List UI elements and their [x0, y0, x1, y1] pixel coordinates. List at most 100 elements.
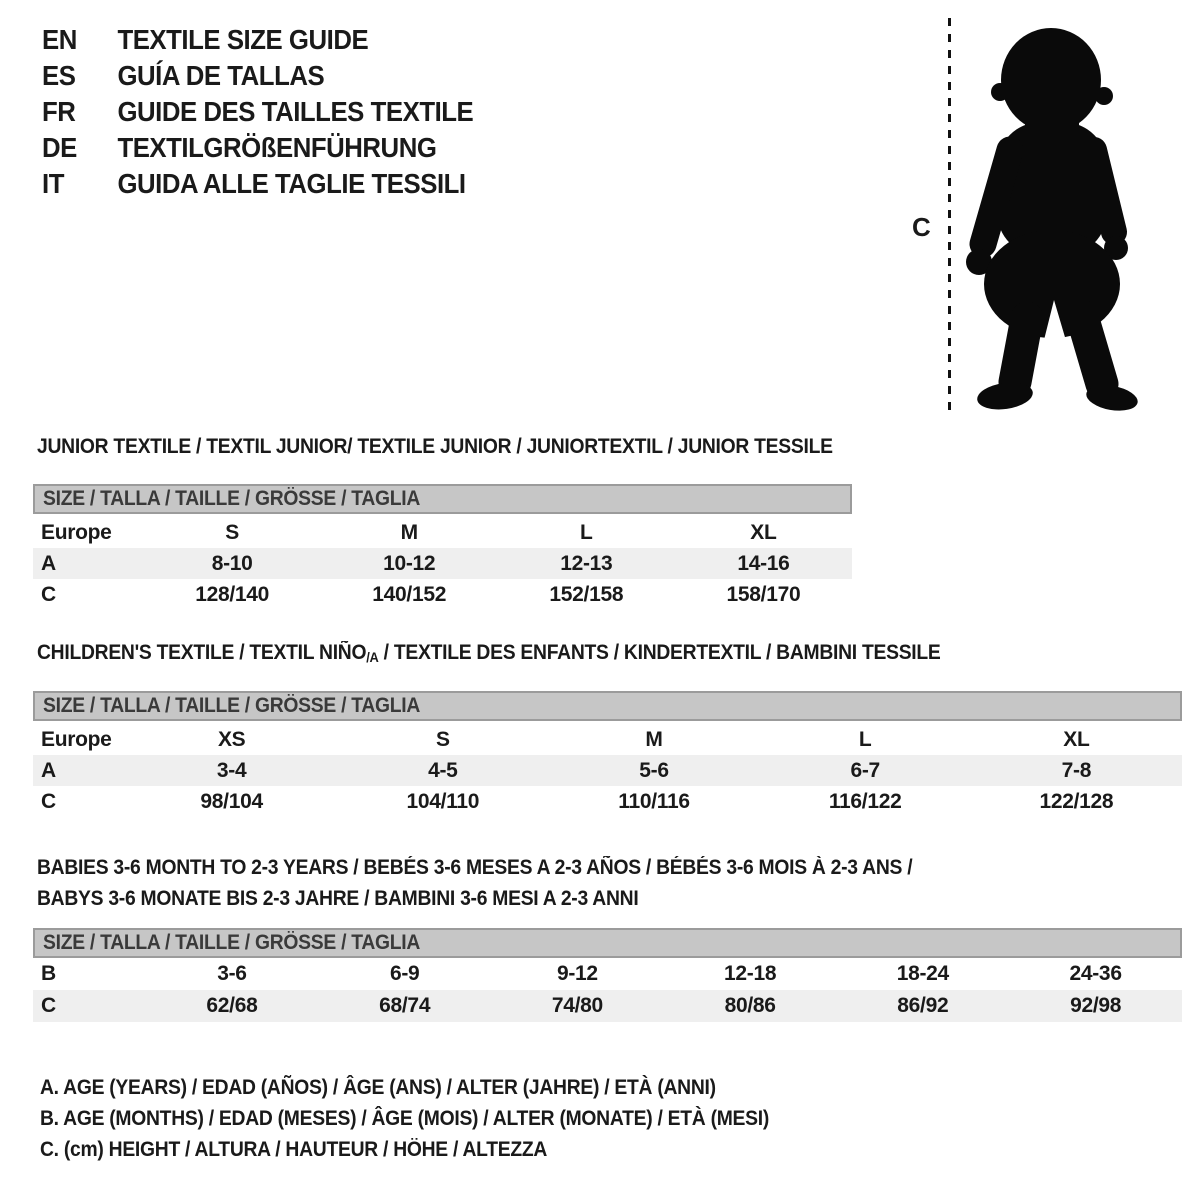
cell: 6-9	[389, 962, 420, 985]
height-dashed-line	[948, 18, 951, 414]
children-section: CHILDREN'S TEXTILE / TEXTIL NIÑO/A / TEX…	[33, 642, 1182, 817]
cell: 9-12	[556, 962, 598, 985]
cell: 14-16	[737, 551, 790, 575]
cell: 10-12	[383, 551, 436, 575]
header-cell: Europe	[41, 520, 112, 544]
language-list: EN TEXTILE SIZE GUIDE ES GUÍA DE TALLAS …	[42, 22, 474, 202]
cell: 158/170	[726, 582, 801, 606]
cell: 104/110	[406, 789, 480, 813]
language-row: EN TEXTILE SIZE GUIDE	[42, 22, 473, 58]
row-label: C	[41, 582, 56, 606]
cell: 128/140	[195, 582, 270, 606]
row-label: C	[41, 994, 56, 1017]
language-label: TEXTILGRÖßENFÜHRUNG	[117, 132, 437, 163]
language-label: GUÍA DE TALLAS	[117, 60, 325, 91]
cell: 6-7	[850, 758, 880, 782]
header-cell: L	[858, 727, 872, 751]
cell: 92/98	[1070, 994, 1122, 1017]
cell: 152/158	[549, 582, 624, 606]
cell: 12-18	[724, 962, 777, 985]
legend-line-c: C. (cm) HEIGHT / ALTURA / HAUTEUR / HÖHE…	[40, 1134, 832, 1165]
children-title-rest: / TEXTILE DES ENFANTS / KINDERTEXTIL / B…	[378, 641, 941, 664]
header-cell: M	[645, 727, 663, 751]
legend-line-a-text: A. AGE (YEARS) / EDAD (AÑOS) / ÂGE (ANS)…	[40, 1076, 716, 1099]
language-code: ES	[42, 60, 76, 91]
cell: 110/116	[618, 789, 690, 813]
measure-c-label: C	[912, 212, 931, 242]
language-label: GUIDE DES TAILLES TEXTILE	[117, 96, 474, 127]
cell: 3-6	[217, 962, 247, 985]
cell: 74/80	[551, 994, 603, 1017]
babies-title-line1: BABIES 3-6 MONTH TO 2-3 YEARS / BEBÉS 3-…	[33, 852, 1182, 883]
cell: 140/152	[372, 582, 447, 606]
babies-title-line1-text: BABIES 3-6 MONTH TO 2-3 YEARS / BEBÉS 3-…	[37, 856, 913, 879]
cell: 12-13	[560, 551, 613, 575]
row-label: A	[41, 758, 56, 782]
cell: 4-5	[428, 758, 458, 782]
language-row: FR GUIDE DES TAILLES TEXTILE	[42, 94, 474, 130]
junior-row-c: C 128/140 140/152 152/158 158/170	[33, 579, 852, 610]
cell: 8-10	[211, 551, 253, 575]
junior-header-row: Europe S M L XL	[33, 517, 852, 548]
language-row: ES GUÍA DE TALLAS	[42, 58, 473, 94]
language-code: DE	[42, 132, 77, 163]
row-label: A	[41, 551, 56, 575]
language-label: TEXTILE SIZE GUIDE	[117, 24, 369, 55]
legend-line-b: B. AGE (MONTHS) / EDAD (MESES) / ÂGE (MO…	[40, 1103, 832, 1134]
legend-line-b-text: B. AGE (MONTHS) / EDAD (MESES) / ÂGE (MO…	[40, 1107, 770, 1130]
children-row-c: C 98/104 104/110 110/116 116/122 122/128	[33, 786, 1182, 817]
junior-title: JUNIOR TEXTILE / TEXTIL JUNIOR/ TEXTILE …	[33, 436, 852, 458]
children-title: CHILDREN'S TEXTILE / TEXTIL NIÑO/A / TEX…	[33, 641, 1182, 666]
babies-size-bar-text: SIZE / TALLA / TAILLE / GRÖSSE / TAGLIA	[43, 931, 421, 954]
babies-size-bar: SIZE / TALLA / TAILLE / GRÖSSE / TAGLIA	[33, 928, 1182, 958]
cell: 80/86	[724, 994, 776, 1017]
toddler-silhouette-icon	[966, 28, 1138, 411]
cell: 122/128	[1039, 789, 1114, 813]
cell: 98/104	[200, 789, 263, 813]
header-cell: S	[435, 727, 450, 751]
children-size-bar-text: SIZE / TALLA / TAILLE / GRÖSSE / TAGLIA	[43, 694, 421, 717]
header-cell: S	[225, 520, 239, 544]
language-label: GUIDA ALLE TAGLIE TESSILI	[117, 168, 466, 199]
header-cell: L	[580, 520, 593, 544]
children-title-text: CHILDREN'S TEXTILE / TEXTIL NIÑO/A / TEX…	[37, 641, 941, 666]
junior-table: Europe S M L XL A 8-10 10-12 12-13 14-16…	[33, 517, 852, 610]
header-cell: XL	[750, 520, 777, 544]
cell: 3-4	[216, 758, 247, 782]
babies-title-line2-text: BABYS 3-6 MONATE BIS 2-3 JAHRE / BAMBINI…	[37, 887, 639, 910]
junior-size-bar: SIZE / TALLA / TAILLE / GRÖSSE / TAGLIA	[33, 484, 852, 514]
children-size-bar: SIZE / TALLA / TAILLE / GRÖSSE / TAGLIA	[33, 691, 1182, 721]
babies-row-b: B 3-6 6-9 9-12 12-18 18-24 24-36	[33, 958, 1182, 990]
cell: 7-8	[1061, 758, 1092, 782]
children-header-row: Europe XS S M L XL	[33, 724, 1182, 755]
legend-line-c-text: C. (cm) HEIGHT / ALTURA / HAUTEUR / HÖHE…	[40, 1138, 548, 1161]
header-cell: XS	[217, 727, 246, 751]
cell: 24-36	[1069, 962, 1122, 985]
cell: 116/122	[828, 789, 902, 813]
cell: 86/92	[897, 994, 949, 1017]
children-title-sub: /A	[366, 649, 379, 665]
cell: 5-6	[639, 758, 669, 782]
language-row: IT GUIDA ALLE TAGLIE TESSILI	[42, 166, 473, 202]
measurement-legend: A. AGE (YEARS) / EDAD (AÑOS) / ÂGE (ANS)…	[40, 1072, 832, 1165]
junior-row-a: A 8-10 10-12 12-13 14-16	[33, 548, 852, 579]
junior-size-bar-text: SIZE / TALLA / TAILLE / GRÖSSE / TAGLIA	[43, 487, 421, 510]
children-table: Europe XS S M L XL A 3-4 4-5 5-6 6-7 7-8…	[33, 724, 1182, 817]
row-label: B	[41, 962, 56, 985]
language-code: EN	[42, 24, 77, 55]
cell: 68/74	[379, 994, 431, 1017]
babies-title-line2: BABYS 3-6 MONATE BIS 2-3 JAHRE / BAMBINI…	[33, 883, 1182, 914]
cell: 18-24	[896, 962, 950, 985]
header-cell: M	[400, 520, 419, 544]
header-cell: Europe	[41, 727, 112, 751]
babies-row-c: C 62/68 68/74 74/80 80/86 86/92 92/98	[33, 990, 1182, 1022]
header-cell: XL	[1063, 727, 1090, 751]
cell: 62/68	[206, 994, 258, 1017]
babies-section: BABIES 3-6 MONTH TO 2-3 YEARS / BEBÉS 3-…	[33, 852, 1182, 1022]
language-code: FR	[42, 96, 76, 127]
babies-table: B 3-6 6-9 9-12 12-18 18-24 24-36 C 62/68…	[33, 958, 1182, 1022]
language-row: DE TEXTILGRÖßENFÜHRUNG	[42, 130, 473, 166]
children-title-main: CHILDREN'S TEXTILE / TEXTIL NIÑO	[37, 641, 367, 664]
junior-title-text: JUNIOR TEXTILE / TEXTIL JUNIOR/ TEXTILE …	[37, 435, 833, 458]
